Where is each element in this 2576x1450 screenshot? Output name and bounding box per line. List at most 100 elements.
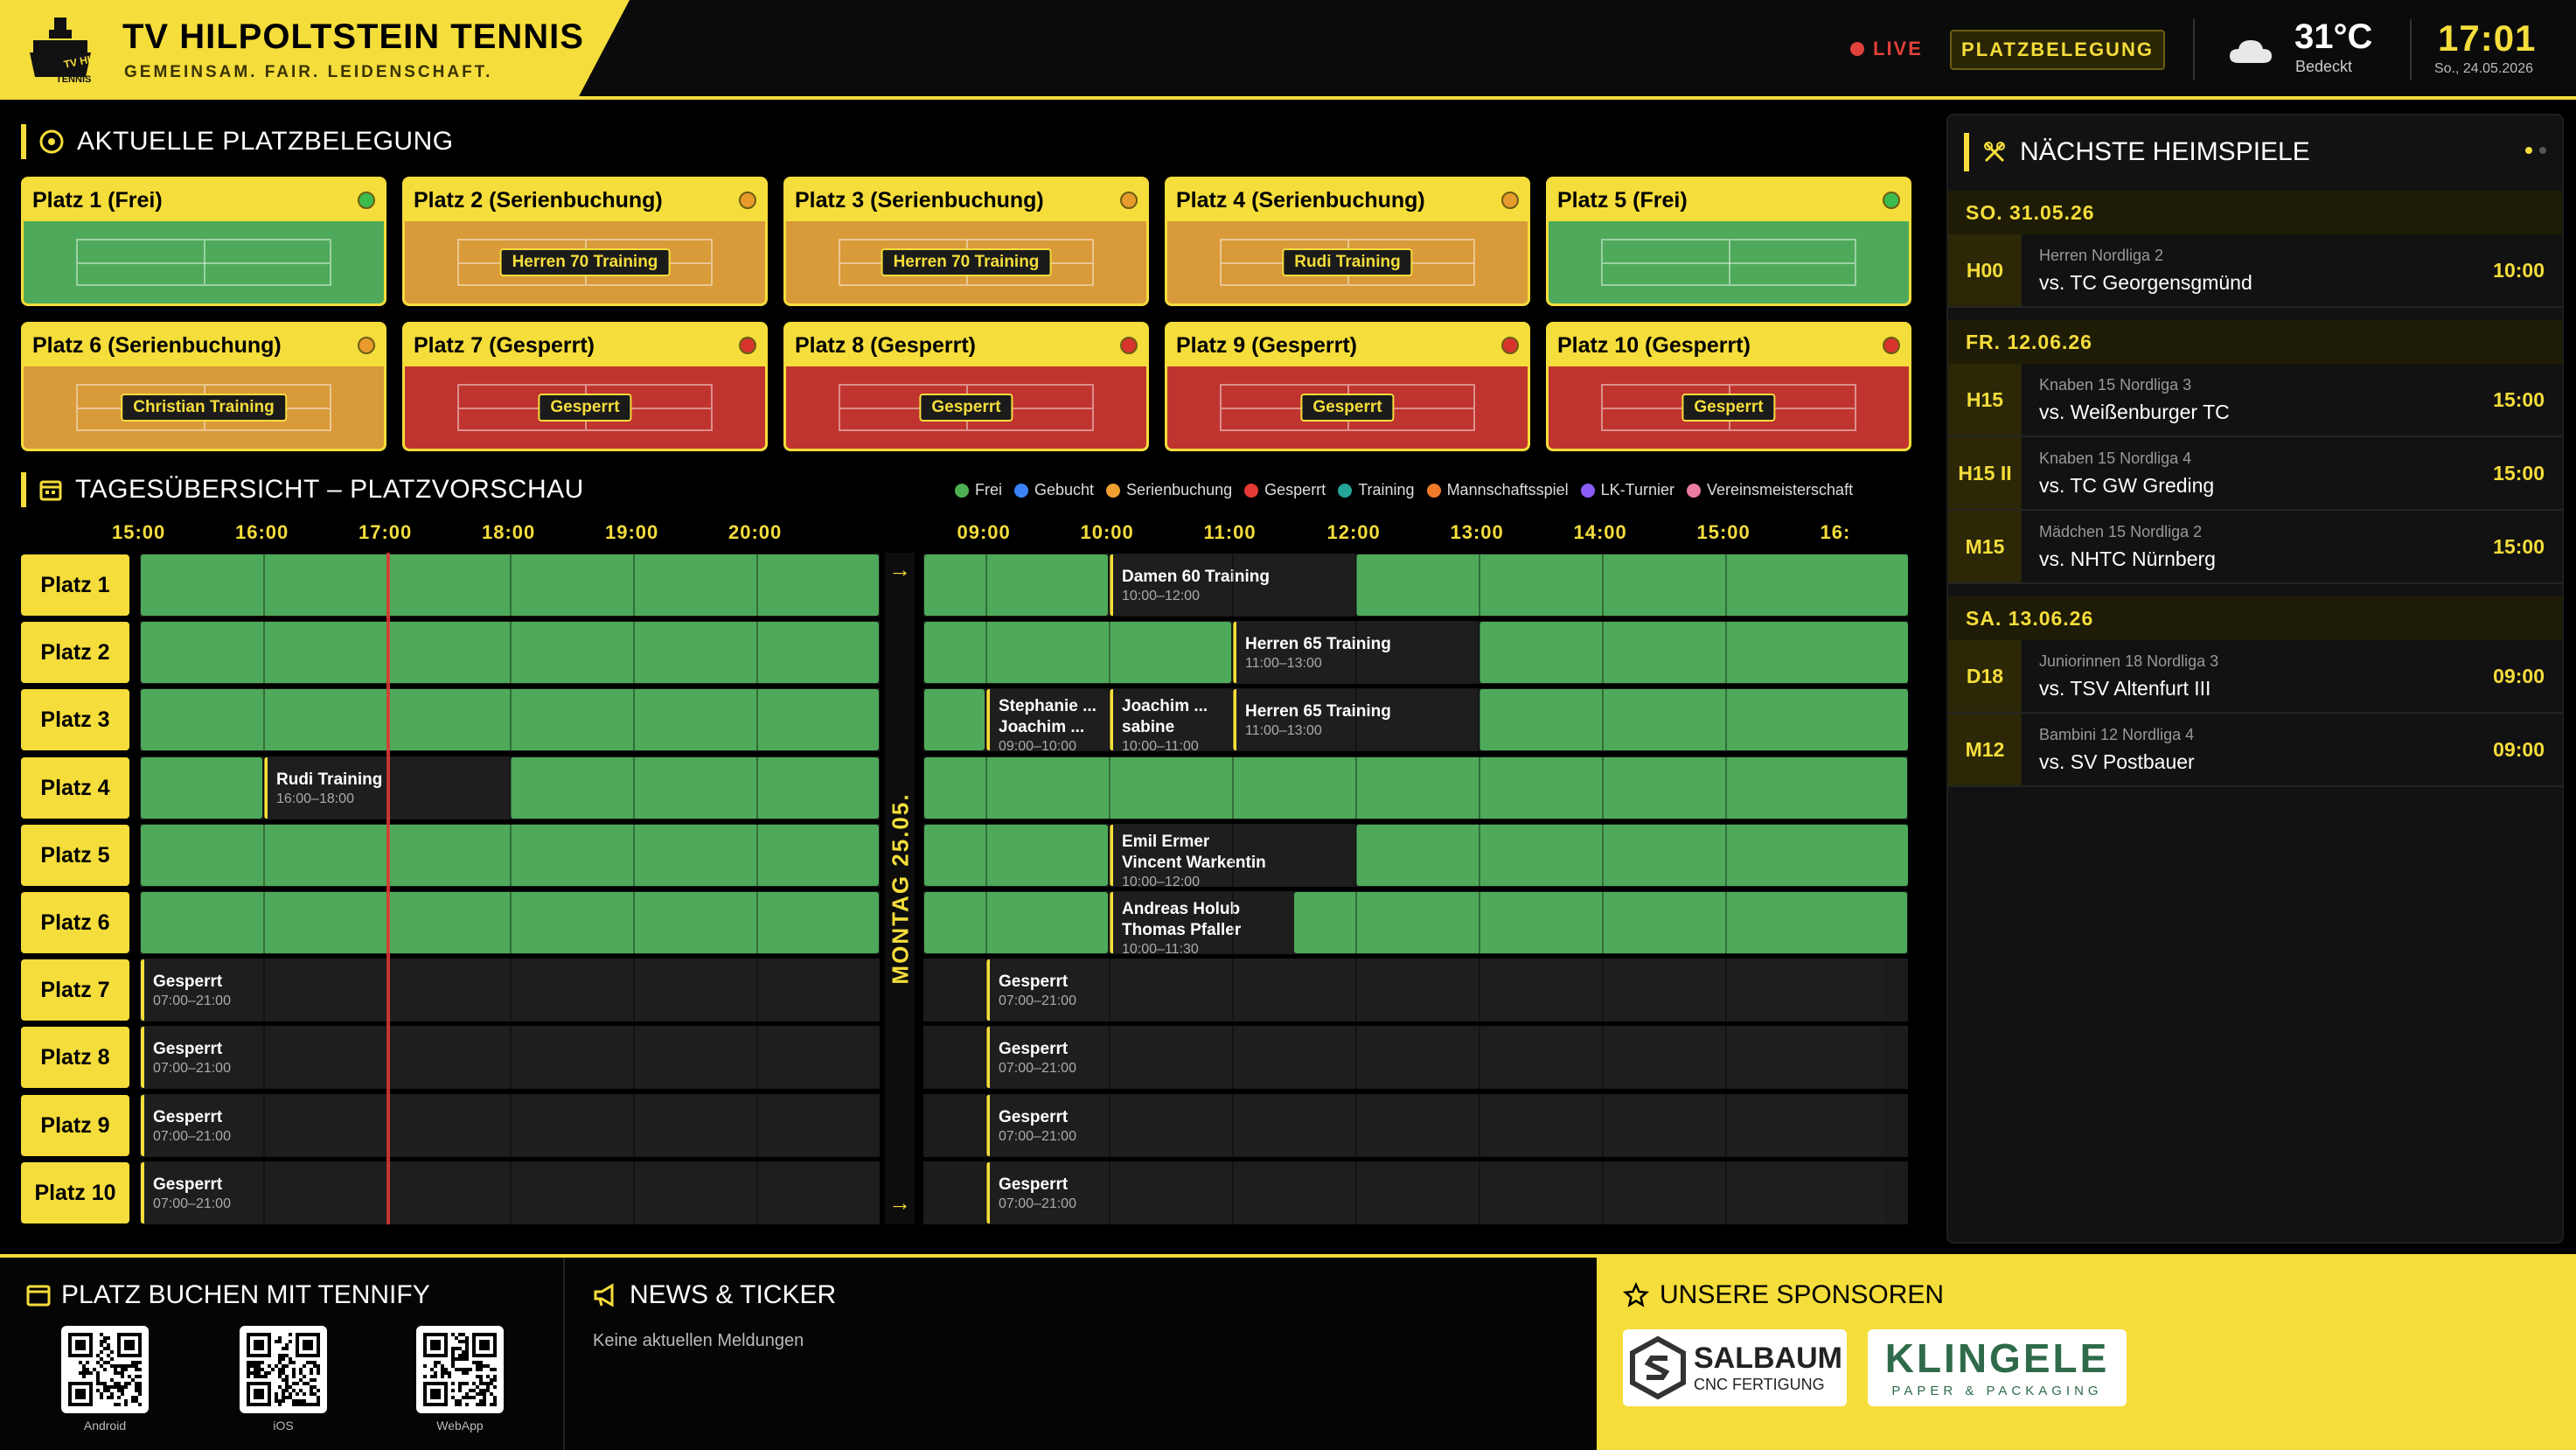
match-row[interactable]: D18 Juniorinnen 18 Nordliga 3 vs. TSV Alte… [1948,640,2562,714]
free-slot [511,757,879,819]
booking-block[interactable]: Gesperrt 07:00–21:00 [986,1095,1884,1156]
court-field: Rudi Training [1167,221,1528,303]
booking-block[interactable]: Gesperrt 07:00–21:00 [986,1027,1884,1088]
court-card[interactable]: Platz 4 (Serienbuchung) Rudi Training [1165,177,1530,306]
booking-block[interactable]: Stephanie ... Joachim ... 09:00–10:00 [986,689,1108,750]
time-tick-label: 20:00 [728,521,783,543]
news-empty-text: Keine aktuellen Meldungen [593,1331,804,1350]
day-overview-heading: TAGESÜBERSICHT – PLATZVORSCHAU [21,472,584,507]
free-slot [141,622,879,683]
match-row[interactable]: H00 Herren Nordliga 2 vs. TC Georgensgmünd… [1948,234,2562,308]
booking-block[interactable]: Gesperrt 07:00–21:00 [141,1095,879,1156]
sponsor-sub: PAPER & PACKAGING [1891,1383,2103,1398]
time-tick-label: 19:00 [605,521,659,543]
booking-block[interactable]: Andreas Holub Thomas Pfaller 10:00–11:30 [1110,892,1293,953]
team-badge: H00 [1948,234,2022,306]
court-card-header: Platz 8 (Gesperrt) [786,324,1146,366]
court-card-header: Platz 9 (Gesperrt) [1167,324,1528,366]
court-card[interactable]: Platz 1 (Frei) [21,177,386,306]
match-row[interactable]: M12 Bambini 12 Nordliga 4 vs. SV Postbauer… [1948,714,2562,787]
court-field: Herren 70 Training [786,221,1146,303]
free-slot [924,622,1231,683]
court-card[interactable]: Platz 9 (Gesperrt) Gesperrt [1165,322,1530,451]
booking-block[interactable]: Gesperrt 07:00–21:00 [141,959,879,1021]
page-dot[interactable] [2525,147,2532,154]
booking-block[interactable]: Herren 65 Training 11:00–13:00 [1233,622,1478,683]
calendar-icon [26,1285,51,1307]
booking-block[interactable]: Joachim ... sabine 10:00–11:00 [1110,689,1231,750]
legend-label: Frei [975,481,1002,498]
match-day-header: SA. 13.06.26 [1948,596,2562,640]
heading-text: TAGESÜBERSICHT – PLATZVORSCHAU [75,475,584,504]
booking-block[interactable]: Emil Ermer Vincent Warkentin 10:00–12:00 [1110,825,1354,886]
free-slot [1479,689,1908,750]
time-tick-label: 15:00 [112,521,166,543]
free-slot [1356,825,1908,886]
court-card-title: Platz 2 (Serienbuchung) [414,187,663,213]
match-row[interactable]: M15 Mädchen 15 Nordliga 2 vs. NHTC Nürnber… [1948,511,2562,584]
court-card[interactable]: Platz 8 (Gesperrt) Gesperrt [783,322,1149,451]
booking-name: Gesperrt [153,972,223,991]
free-slot [1356,554,1908,616]
booking-time: 07:00–21:00 [153,1196,231,1211]
qr-code-webapp[interactable] [416,1326,504,1413]
sponsor-sub: CNC FERTIGUNG [1694,1376,1825,1393]
qr-code-android[interactable] [61,1326,149,1413]
court-card-title: Platz 8 (Gesperrt) [795,332,977,358]
legend-label: LK-Turnier [1600,481,1674,498]
free-slot [924,825,1108,886]
court-card[interactable]: Platz 5 (Frei) [1546,177,1911,306]
booking-block[interactable]: Gesperrt 07:00–21:00 [986,1162,1884,1223]
booking-name: Emil Ermer Vincent Warkentin [1122,833,1266,872]
match-time: 09:00 [2493,665,2545,687]
court-card-header: Platz 2 (Serienbuchung) [405,179,765,221]
time-tick-label: 15:00 [1696,521,1751,543]
legend-swatch [1687,483,1701,498]
match-league: Juniorinnen 18 Nordliga 3 [2039,652,2219,670]
court-card[interactable]: Platz 7 (Gesperrt) Gesperrt [402,322,768,451]
match-opponent: vs. Weißenburger TC [2039,401,2230,423]
header: TV HIP TENNIS TV HILPOLTSTEIN TENNIS GEM… [0,0,2576,100]
booking-time: 16:00–18:00 [276,791,354,806]
sponsor-klingele-logo[interactable]: KLINGELE PAPER & PACKAGING [1868,1329,2127,1406]
sponsor-salbaum-logo[interactable]: SALBAUM CNC FERTIGUNG [1623,1329,1847,1406]
brand-area: TV HIP TENNIS TV HILPOLTSTEIN TENNIS GEM… [0,0,630,100]
booking-block[interactable]: Damen 60 Training 10:00–12:00 [1110,554,1354,616]
match-opponent: vs. NHTC Nürnberg [2039,547,2216,570]
free-slot [924,689,985,750]
match-row[interactable]: H15 Knaben 15 Nordliga 3 vs. Weißenburger … [1948,364,2562,437]
free-slot [141,892,879,953]
page-indicator[interactable] [2525,147,2546,154]
heading-accent [21,472,26,507]
svg-text:TENNIS: TENNIS [56,74,91,85]
booking-block[interactable]: Herren 65 Training 11:00–13:00 [1233,689,1478,750]
grid-line [1479,549,1480,1224]
booking-name: Damen 60 Training [1122,568,1270,586]
divider [2193,19,2195,80]
court-card[interactable]: Platz 10 (Gesperrt) Gesperrt [1546,322,1911,451]
court-card[interactable]: Platz 3 (Serienbuchung) Herren 70 Trainin… [783,177,1149,306]
court-card[interactable]: Platz 6 (Serienbuchung) Christian Trainin… [21,322,386,451]
footer: PLATZ BUCHEN MIT TENNIFY Android iOS WebAp… [0,1254,2576,1450]
platzbelegung-button[interactable]: PLATZBELEGUNG [1950,30,2165,70]
court-booking-tag: Rudi Training [1282,248,1413,276]
court-card-title: Platz 1 (Frei) [32,187,163,213]
legend-item: Vereinsmeisterschaft [1687,481,1853,499]
booking-block[interactable]: Gesperrt 07:00–21:00 [141,1027,879,1088]
qr-code-ios[interactable] [240,1326,327,1413]
status-dot-icon [1120,192,1138,209]
court-booking-tag: Herren 70 Training [499,248,671,276]
page-dot[interactable] [2539,147,2546,154]
status-dot-icon [739,337,756,354]
booking-block[interactable]: Gesperrt 07:00–21:00 [141,1162,879,1223]
match-row[interactable]: H15 II Knaben 15 Nordliga 4 vs. TC GW Gred… [1948,437,2562,511]
booking-name: Herren 65 Training [1245,635,1391,653]
legend-swatch [1244,483,1259,498]
calendar-icon [39,480,62,501]
court-booking-tag: Herren 70 Training [881,248,1052,276]
booking-block[interactable]: Gesperrt 07:00–21:00 [986,959,1884,1021]
time-tick-label: 12:00 [1326,521,1381,543]
court-card[interactable]: Platz 2 (Serienbuchung) Herren 70 Trainin… [402,177,768,306]
booking-name: Andreas Holub Thomas Pfaller [1122,900,1242,939]
